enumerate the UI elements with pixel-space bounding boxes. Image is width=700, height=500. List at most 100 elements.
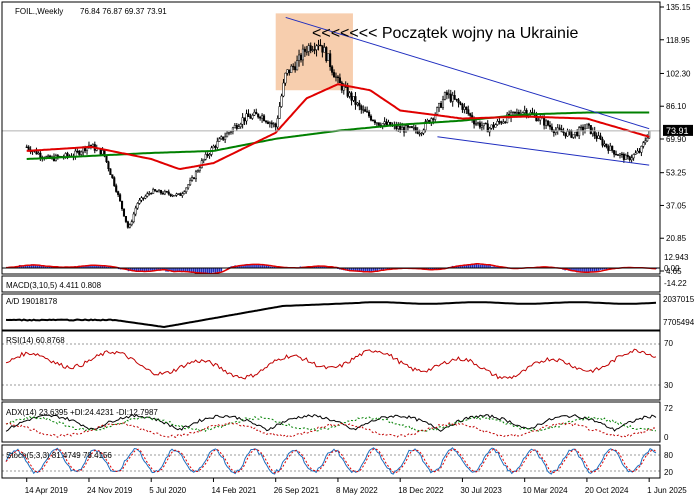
candle-body: [564, 132, 567, 137]
candle-body: [39, 152, 42, 158]
candle-body: [107, 161, 110, 169]
candle-body: [136, 203, 139, 209]
candle-body: [124, 215, 127, 222]
candle-body: [589, 125, 592, 134]
ad-panel[interactable]: A/D 19018178 2037015 7705494: [5, 295, 695, 329]
candle-body: [414, 127, 417, 131]
candle-body: [37, 152, 40, 155]
candle-body: [603, 143, 606, 146]
price-tick-label: 69.90: [666, 135, 687, 144]
candle-body: [299, 54, 303, 61]
candle-body: [605, 143, 608, 147]
candle-body: [500, 121, 503, 124]
candle-body: [449, 93, 452, 102]
candle-body: [642, 142, 645, 147]
rsi-tick-30: 30: [664, 381, 673, 390]
candle-body: [262, 115, 266, 122]
candle-body: [274, 123, 277, 128]
candle-body: [323, 47, 326, 53]
candle-body: [461, 104, 464, 110]
candle-body: [113, 177, 116, 186]
candle-body: [424, 121, 427, 131]
candle-body: [91, 144, 94, 147]
candle-body: [630, 157, 633, 161]
candle-body: [235, 125, 238, 129]
candle-body: [179, 193, 182, 196]
candle-body: [192, 177, 196, 180]
candle-body: [233, 125, 236, 129]
candle-body: [412, 127, 415, 129]
candle-body: [624, 154, 627, 160]
candle-body: [222, 136, 225, 140]
candle-body: [385, 121, 388, 126]
price-panel[interactable]: FOIL.,Weekly 76.84 76.87 69.37 73.91 <<<…: [2, 3, 693, 276]
macd-panel[interactable]: MACD(3,10,5) 4.411 0.808 12.943 0.00 -14…: [2, 253, 689, 290]
time-tick-label: 1 Jun 2025: [647, 486, 687, 495]
candle-body: [243, 117, 246, 122]
candle-body: [140, 197, 143, 201]
candle-body: [331, 66, 334, 73]
candle-body: [496, 121, 499, 125]
candle-body: [482, 122, 485, 127]
candles: [25, 39, 651, 229]
candle-body: [397, 125, 400, 129]
candle-body: [296, 60, 299, 71]
candle-body: [268, 122, 271, 124]
candle-body: [360, 105, 363, 110]
candle-body: [241, 117, 244, 125]
candle-body: [599, 135, 602, 140]
candle-body: [290, 65, 293, 73]
candle-body: [511, 111, 515, 114]
candle-body: [338, 77, 341, 84]
candle-body: [142, 197, 145, 199]
candle-body: [406, 125, 410, 128]
price-tick-label: 135.15: [666, 3, 691, 12]
candle-body: [574, 131, 577, 135]
candle-body: [447, 93, 450, 96]
stoch-main-line: [5, 447, 657, 475]
candle-body: [556, 127, 559, 131]
candle-body: [597, 135, 600, 139]
rsi-title: RSI(14) 60.8768: [6, 336, 65, 345]
rsi-frame: [1, 330, 661, 401]
candle-body: [455, 98, 458, 101]
candle-body: [646, 137, 649, 142]
adx-tick-bottom: 0: [664, 433, 669, 442]
candle-body: [463, 106, 466, 110]
candle-body: [105, 155, 108, 162]
candle-body: [611, 145, 614, 151]
candle-body: [280, 95, 283, 107]
candle-body: [47, 155, 50, 157]
stoch-panel[interactable]: Stoch(5,3,3) 81.4749 78.4156 80 20: [2, 447, 673, 477]
candle-body: [346, 86, 349, 97]
candle-body: [609, 145, 612, 151]
candle-body: [356, 102, 359, 105]
candle-body: [212, 145, 215, 149]
candle-body: [498, 121, 501, 123]
candle-body: [146, 193, 149, 197]
candle-body: [173, 195, 176, 197]
time-tick-label: 24 Nov 2019: [87, 486, 133, 495]
candle-body: [436, 107, 439, 115]
candle-body: [128, 224, 131, 228]
candle-body: [377, 122, 380, 126]
macd-tick-bottom: -14.22: [664, 279, 687, 288]
candle-body: [607, 146, 610, 151]
rsi-panel[interactable]: RSI(14) 60.8768 70 30: [2, 336, 673, 390]
candle-body: [251, 115, 254, 119]
candle-body: [473, 119, 476, 125]
candle-body: [80, 151, 83, 155]
chart-symbol: FOIL.,Weekly: [15, 7, 63, 16]
adx-panel[interactable]: ADX(14) 23.6395 +DI:24.4231 -DI:12.7987 …: [5, 404, 673, 442]
candle-body: [484, 122, 487, 125]
candle-body: [615, 153, 618, 156]
time-tick-label: 10 Mar 2024: [523, 486, 568, 495]
candle-body: [101, 150, 104, 155]
candle-body: [476, 122, 480, 124]
candle-body: [132, 213, 135, 222]
candle-body: [371, 119, 375, 122]
candle-body: [229, 131, 233, 133]
candle-body: [383, 121, 386, 124]
time-tick-label: 8 May 2022: [336, 486, 378, 495]
candle-body: [373, 120, 376, 123]
